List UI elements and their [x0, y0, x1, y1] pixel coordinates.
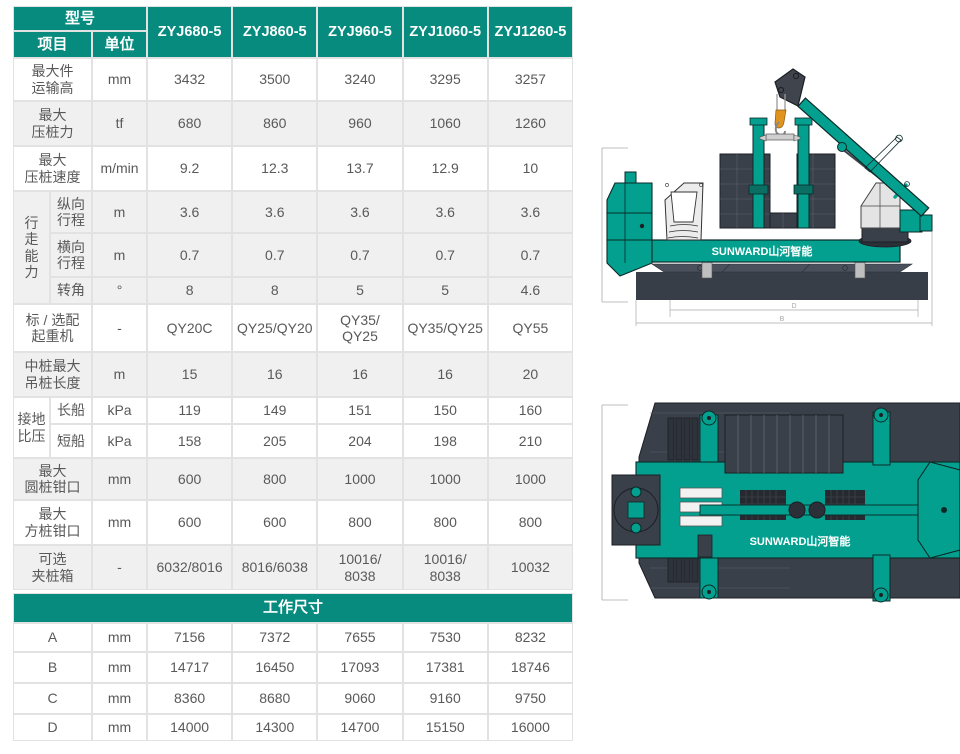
svg-text:SUNWARD山河智能: SUNWARD山河智能 [750, 534, 851, 548]
svg-text:SUNWARD山河智能: SUNWARD山河智能 [712, 244, 813, 258]
svg-text:D: D [791, 303, 796, 310]
svg-text:B: B [780, 316, 785, 323]
